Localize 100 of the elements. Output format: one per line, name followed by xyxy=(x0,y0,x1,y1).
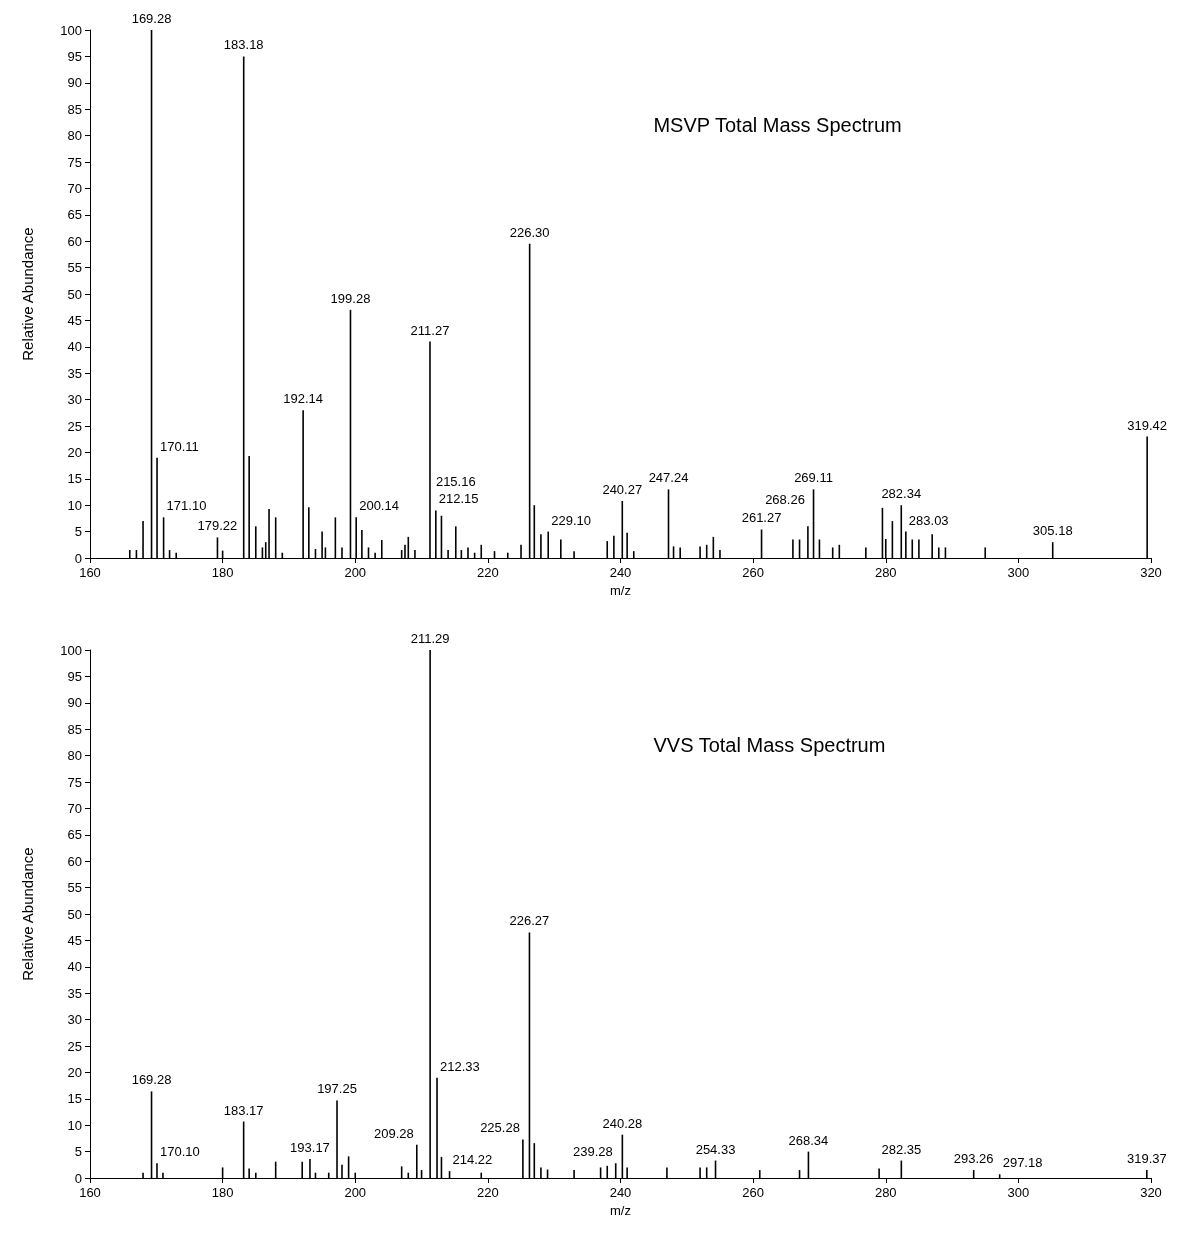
annotation: 209.28 xyxy=(374,1125,414,1141)
y-tick-label: 10 xyxy=(67,497,82,513)
annotation: 211.29 xyxy=(410,631,450,646)
x-tick-label: 320 xyxy=(1140,1185,1162,1200)
annotation: 193.17 xyxy=(290,1139,330,1155)
y-tick-label: 80 xyxy=(67,748,82,764)
annotation: 269.11 xyxy=(794,470,833,486)
annotation: 225.28 xyxy=(480,1120,520,1136)
y-tick-label: 25 xyxy=(67,418,82,434)
y-tick-label: 55 xyxy=(67,880,82,896)
annotation: 214.22 xyxy=(452,1152,493,1168)
y-tick-label: 65 xyxy=(67,207,82,223)
annotation: 170.11 xyxy=(160,438,199,454)
y-tick-label: 5 xyxy=(74,524,82,540)
annotation: 169.28 xyxy=(131,1072,172,1088)
annotation: 212.33 xyxy=(440,1058,480,1074)
x-tick-label: 240 xyxy=(609,565,632,580)
y-tick-label: 55 xyxy=(67,260,82,276)
annotation: 179.22 xyxy=(197,518,238,534)
annotation: 240.28 xyxy=(602,1115,643,1131)
x-tick-label: 320 xyxy=(1140,565,1162,580)
y-tick-label: 30 xyxy=(67,1012,82,1028)
x-tick-label: 300 xyxy=(1007,565,1030,580)
x-tick-label: 240 xyxy=(609,1185,632,1200)
y-tick-label: 45 xyxy=(67,312,82,328)
y-tick-label: 0 xyxy=(74,550,82,566)
annotation: 247.24 xyxy=(648,470,689,486)
y-tick-label: 25 xyxy=(67,1038,82,1054)
y-tick-label: 35 xyxy=(67,365,82,381)
annotation: 239.28 xyxy=(572,1144,613,1160)
y-tick-label: 10 xyxy=(67,1117,82,1133)
y-tick-label: 0 xyxy=(74,1170,82,1186)
annotation: 268.26 xyxy=(765,492,805,508)
y-tick-label: 30 xyxy=(67,392,82,408)
annotation: 215.16 xyxy=(435,474,476,490)
annotation: 240.27 xyxy=(602,481,643,497)
y-tick-label: 80 xyxy=(67,128,82,144)
annotation: 293.26 xyxy=(953,1151,994,1167)
x-tick-label: 180 xyxy=(211,1185,234,1200)
annotation: 229.10 xyxy=(551,512,591,528)
y-tick-label: 15 xyxy=(67,471,82,487)
y-tick-label: 70 xyxy=(67,800,82,816)
y-tick-label: 40 xyxy=(67,959,82,975)
annotation: 226.30 xyxy=(509,224,550,240)
y-tick-label: 100 xyxy=(60,642,82,658)
y-tick-label: 20 xyxy=(67,444,82,460)
y-tick-label: 85 xyxy=(67,721,82,737)
x-tick-label: 160 xyxy=(79,565,101,580)
y-tick-label: 90 xyxy=(67,695,82,711)
y-tick-label: 70 xyxy=(67,180,82,196)
annotation: 211.27 xyxy=(410,322,450,338)
annotation: 183.17 xyxy=(223,1102,264,1118)
y-tick-label: 20 xyxy=(67,1064,82,1080)
x-axis-title: m/z xyxy=(610,582,631,598)
x-tick-label: 220 xyxy=(477,565,499,580)
annotation: 192.14 xyxy=(283,391,324,407)
y-tick-label: 95 xyxy=(67,48,82,64)
annotation: 226.27 xyxy=(509,913,550,929)
annotation: 319.42 xyxy=(1127,417,1168,433)
annotation: 171.10 xyxy=(166,498,207,514)
y-tick-label: 75 xyxy=(67,774,82,790)
x-tick-label: 280 xyxy=(874,565,897,580)
annotation: 212.15 xyxy=(438,491,479,507)
y-tick-label: 100 xyxy=(60,22,82,38)
x-tick-label: 260 xyxy=(742,565,764,580)
y-tick-label: 5 xyxy=(74,1144,82,1160)
annotation: 170.10 xyxy=(159,1144,200,1160)
x-tick-label: 200 xyxy=(344,1185,367,1200)
annotation: 261.27 xyxy=(741,510,782,526)
y-tick-label: 95 xyxy=(67,668,82,684)
x-tick-label: 220 xyxy=(477,1185,499,1200)
x-tick-label: 200 xyxy=(344,565,367,580)
x-tick-label: 260 xyxy=(742,1185,764,1200)
annotation: 319.37 xyxy=(1126,1151,1167,1167)
x-tick-label: 280 xyxy=(874,1185,897,1200)
annotation: 268.34 xyxy=(788,1132,829,1148)
annotation: 282.34 xyxy=(881,486,922,502)
y-tick-label: 50 xyxy=(67,286,82,302)
annotation: 283.03 xyxy=(908,512,949,528)
annotation: 200.14 xyxy=(359,498,399,514)
y-tick-label: 50 xyxy=(67,906,82,922)
y-tick-label: 75 xyxy=(67,154,82,170)
annotation: 254.33 xyxy=(695,1141,736,1157)
annotation: 199.28 xyxy=(330,290,371,306)
x-tick-label: 180 xyxy=(211,565,234,580)
y-tick-label: 65 xyxy=(67,827,82,843)
x-tick-label: 160 xyxy=(79,1185,101,1200)
annotation: 183.18 xyxy=(223,37,264,53)
y-tick-label: 45 xyxy=(67,932,82,948)
y-tick-label: 15 xyxy=(67,1091,82,1107)
annotation: 305.18 xyxy=(1032,523,1073,539)
x-axis-title: m/z xyxy=(610,1202,631,1218)
x-tick-label: 300 xyxy=(1007,1185,1030,1200)
annotation: 297.18 xyxy=(1002,1155,1043,1171)
y-tick-label: 60 xyxy=(67,233,82,249)
y-tick-label: 60 xyxy=(67,853,82,869)
text: VVS Total Mass Spectrum xyxy=(653,734,886,756)
y-axis-title: Relative Abundance xyxy=(19,847,36,981)
y-axis-title: Relative Abundance xyxy=(19,227,36,361)
y-tick-label: 90 xyxy=(67,75,82,91)
